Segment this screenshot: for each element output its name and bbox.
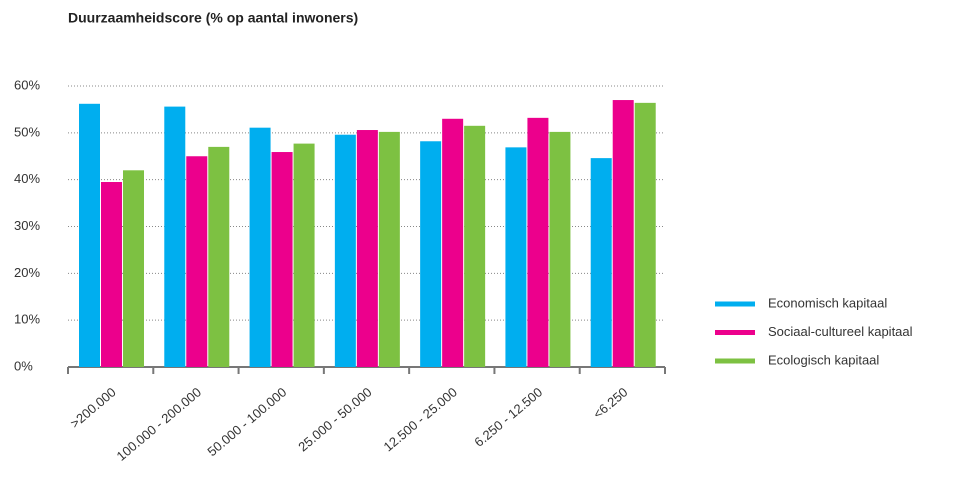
bar [420, 141, 442, 367]
bar [505, 147, 527, 367]
y-tick-label: 10% [14, 312, 40, 327]
y-tick-label: 40% [14, 171, 40, 186]
bar [549, 131, 571, 367]
bar [590, 158, 612, 367]
y-tick-label: 20% [14, 265, 40, 280]
bar [464, 125, 486, 367]
x-tick-label: 50.000 - 100.000 [204, 384, 289, 459]
bar [249, 127, 271, 367]
chart-title: Duurzaamheidscore (% op aantal inwoners) [68, 10, 358, 26]
y-tick-label: 30% [14, 218, 40, 233]
legend-label: Sociaal-cultureel kapitaal [768, 324, 913, 339]
bar [442, 118, 464, 368]
x-tick-label: 6.250 - 12.500 [471, 384, 545, 449]
bar [208, 146, 230, 367]
y-tick-label: 60% [14, 77, 40, 92]
bar [271, 152, 293, 367]
bar [164, 106, 186, 368]
bar [527, 117, 549, 367]
legend-label: Ecologisch kapitaal [768, 352, 879, 367]
x-tick-label: 25.000 - 50.000 [295, 384, 374, 454]
bar [293, 143, 315, 367]
bar [378, 131, 400, 367]
y-tick-label: 0% [14, 358, 33, 373]
y-tick-label: 50% [14, 124, 40, 139]
legend-label: Economisch kapitaal [768, 295, 887, 310]
bar [123, 170, 144, 367]
bar [634, 102, 656, 368]
bar [334, 134, 356, 367]
bar [101, 182, 122, 367]
x-tick-label: 100.000 - 200.000 [114, 384, 204, 463]
bar [356, 130, 378, 367]
bar [186, 156, 208, 367]
x-tick-label: <6.250 [590, 384, 630, 421]
x-tick-label: >200.000 [67, 384, 118, 431]
x-tick-label: 12.500 - 25.000 [381, 384, 460, 454]
bar [612, 100, 634, 368]
bar [79, 103, 100, 368]
